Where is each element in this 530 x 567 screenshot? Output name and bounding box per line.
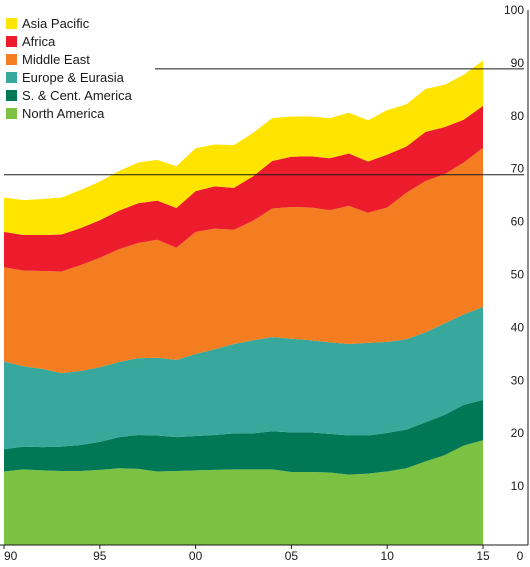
y-tick-label: 10 [511, 479, 525, 493]
gridline-layer [4, 68, 524, 176]
legend-label-middle-east: Middle East [22, 52, 90, 67]
x-tick-label: 10 [381, 549, 395, 563]
legend-swatch-europe-and-eurasia [6, 72, 17, 83]
area-north-america [4, 440, 483, 545]
legend: Asia Pacific Africa Middle East Europe & Eu… [6, 16, 133, 121]
area-asia-pacific [4, 60, 483, 236]
y-tick-label: 70 [511, 162, 525, 176]
y-tick-label: 0 [517, 549, 524, 563]
area-middle-east [4, 147, 483, 374]
x-tick-label: 05 [285, 549, 299, 563]
y-tick-label: 50 [511, 268, 525, 282]
area-africa [4, 105, 483, 272]
legend-label-north-america: North America [22, 106, 105, 121]
area-series-layer [4, 60, 483, 545]
y-tick-label: 30 [511, 373, 525, 387]
x-tick-label: 95 [93, 549, 107, 563]
y-tick-label: 80 [511, 109, 525, 123]
axis-layer: 0 10 20 30 40 50 60 70 80 90 100 90 95 00 05 10 15 [0, 3, 529, 563]
x-tick-label: 15 [476, 549, 490, 563]
x-tick-label: 00 [189, 549, 203, 563]
y-tick-label: 40 [511, 320, 525, 334]
y-tick-label: 90 [511, 56, 525, 70]
legend-swatch-s-and-cent-america [6, 90, 17, 101]
legend-label-africa: Africa [22, 34, 56, 49]
legend-swatch-asia-pacific [6, 18, 17, 29]
legend-swatch-africa [6, 36, 17, 47]
x-tick-label: 90 [4, 549, 18, 563]
legend-label-s-and-cent-america: S. & Cent. America [22, 88, 133, 103]
legend-label-europe-and-eurasia: Europe & Eurasia [22, 70, 125, 85]
legend-swatch-north-america [6, 108, 17, 119]
y-tick-label: 60 [511, 215, 525, 229]
y-tick-label: 100 [504, 3, 524, 17]
area-s-and-cent-america [4, 400, 483, 475]
y-tick-label: 20 [511, 426, 525, 440]
legend-label-asia-pacific: Asia Pacific [22, 16, 90, 31]
legend-swatch-middle-east [6, 54, 17, 65]
area-europe-and-eurasia [4, 306, 483, 450]
